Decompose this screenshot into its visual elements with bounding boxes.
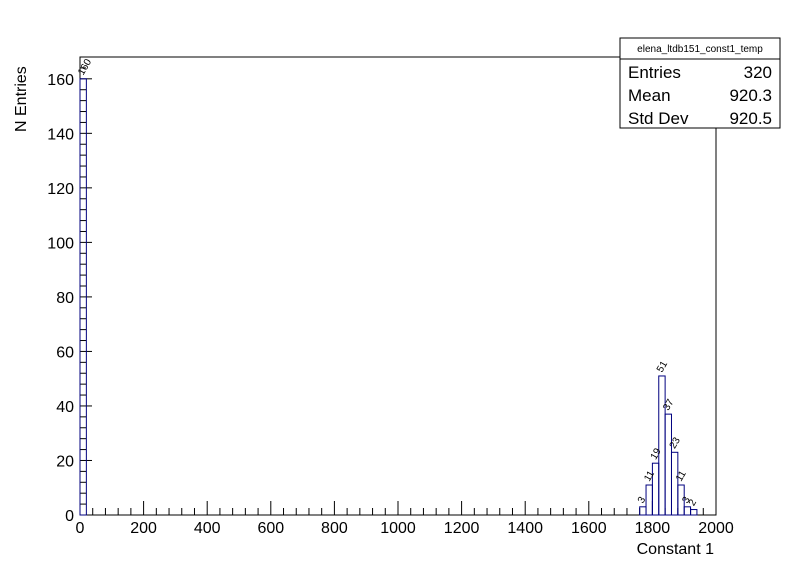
x-tick-label: 400	[194, 520, 221, 537]
stats-stddev-value: 920.5	[729, 109, 772, 128]
x-tick-label: 1400	[507, 520, 543, 537]
x-tick-label: 2000	[698, 520, 734, 537]
bin-count-label: 11	[674, 469, 689, 484]
stats-box-title: elena_ltdb151_const1_temp	[637, 44, 763, 55]
bin-count-label: 37	[661, 397, 676, 413]
bin-count-label: 11	[642, 469, 657, 484]
y-tick-label: 80	[56, 290, 74, 307]
x-tick-label: 200	[130, 520, 157, 537]
bin-count-label: 3	[680, 495, 693, 506]
histogram-bin	[683, 506, 692, 516]
bin-count-label: 3	[636, 495, 649, 506]
x-tick-label: 1000	[380, 520, 416, 537]
stats-entries-value: 320	[744, 63, 772, 82]
y-tick-label: 60	[56, 344, 74, 361]
stats-stddev-label: Std Dev	[628, 109, 689, 128]
y-tick-label: 120	[47, 181, 74, 198]
y-tick-label: 100	[47, 235, 74, 252]
bin-count-label: 160	[76, 57, 94, 77]
bin-count-label: 23	[668, 435, 683, 451]
bin-count-label: 51	[655, 359, 670, 375]
x-tick-label: 1200	[444, 520, 480, 537]
y-axis: 0 20 40 60 80 100 120 140 160	[47, 56, 92, 525]
histogram-bin	[670, 451, 679, 516]
y-tick-label: 140	[47, 126, 74, 143]
stats-entries-label: Entries	[628, 63, 681, 82]
histogram-bin	[658, 375, 666, 516]
histogram-bin	[651, 462, 660, 516]
histogram-bin	[690, 509, 698, 516]
x-axis: 0 200 400 600 800 1000 1200 1400 1600 1800 2000	[76, 501, 734, 537]
x-tick-label: 800	[321, 520, 348, 537]
histogram-bin	[677, 484, 685, 516]
histogram-bin	[664, 413, 672, 516]
stats-mean-label: Mean	[628, 86, 671, 105]
y-axis-label: N Entries	[13, 66, 30, 132]
stats-box: elena_ltdb151_const1_temp Entries 320 Me…	[619, 37, 781, 129]
y-tick-label: 0	[65, 508, 74, 525]
x-tick-label: 600	[257, 520, 284, 537]
x-tick-label: 1800	[635, 520, 671, 537]
bin-count-label: 2	[687, 497, 700, 508]
histogram-bin	[639, 506, 647, 516]
y-tick-label: 160	[47, 72, 74, 89]
bin-count-label: 19	[649, 446, 664, 462]
x-axis-label: Constant 1	[637, 541, 714, 558]
x-tick-label: 1600	[571, 520, 607, 537]
histogram-bin	[79, 78, 87, 516]
x-tick-label: 0	[76, 520, 85, 537]
histogram-bins	[79, 78, 698, 516]
y-tick-label: 40	[56, 399, 74, 416]
stats-mean-value: 920.3	[729, 86, 772, 105]
y-tick-label: 20	[56, 453, 74, 470]
